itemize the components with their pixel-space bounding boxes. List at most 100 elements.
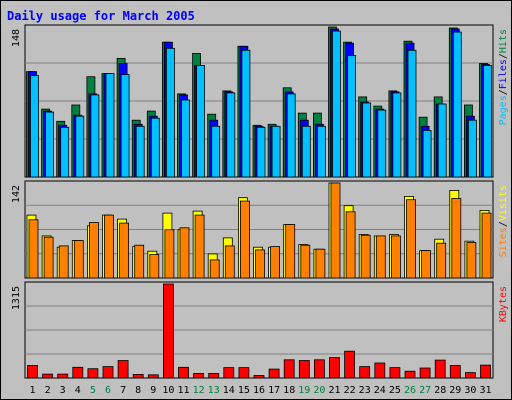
bar-sites-day-3 [58,245,69,279]
bar-kbytes-day-30 [464,372,476,379]
bar-pages-day-16 [256,126,266,178]
y-max-label: 142 [11,185,22,203]
bar-sites-day-31 [481,212,492,279]
bar-pages-day-24 [377,109,387,178]
x-tick-label-day-25: 25 [389,385,401,396]
bar-sites-day-25 [390,235,401,279]
legend-hits: Hits [498,29,509,53]
bar-sites-day-20 [315,248,326,279]
x-tick-label-day-19: 19 [298,385,310,396]
bar-kbytes-day-3 [57,373,69,379]
bar-pages-day-26 [407,49,417,178]
bar-pages-day-31 [483,65,492,178]
x-tick-label-day-23: 23 [359,385,371,396]
bar-pages-day-18 [286,93,296,178]
bar-pages-day-13 [211,125,221,178]
bar-sites-day-6 [104,214,114,279]
bar-sites-day-1 [28,219,39,279]
x-tick-label-day-16: 16 [253,385,265,396]
x-tick-label-day-6: 6 [105,385,111,396]
bar-kbytes-day-16 [253,375,265,379]
x-tick-label-day-11: 11 [177,385,189,396]
bar-kbytes-day-28 [434,359,446,379]
bar-sites-day-23 [360,234,371,279]
bar-pages-day-3 [60,126,70,178]
bar-pages-day-7 [120,74,130,178]
bar-kbytes-day-9 [147,374,159,379]
legend-files: Files [498,59,509,89]
bar-kbytes-day-7 [117,360,129,379]
bar-kbytes-day-2 [42,373,53,379]
bar-kbytes-day-18 [283,359,295,379]
bar-kbytes-day-20 [313,359,325,379]
bar-pages-day-21 [332,30,341,178]
bar-sites-day-22 [345,211,356,279]
bar-kbytes-day-12 [193,372,205,379]
bar-pages-day-28 [437,103,447,178]
y-max-label: 148 [11,29,22,47]
y-max-label: 1315 [11,286,22,310]
x-tick-label-day-28: 28 [434,385,446,396]
bar-pages-day-27 [422,129,432,178]
bar-sites-day-11 [179,227,190,279]
legend-separator: / [498,221,509,227]
legend-pages: Pages [498,95,509,125]
bar-sites-day-18 [285,224,296,279]
bar-kbytes-day-29 [449,365,461,379]
x-tick-label-day-10: 10 [162,385,174,396]
bar-kbytes-day-22 [344,350,356,379]
bar-sites-day-8 [134,244,145,279]
legend-kbytes: KBytes [498,286,509,322]
x-tick-label-day-4: 4 [75,385,81,396]
legend-separator: / [498,89,509,95]
bar-sites-day-13 [209,259,220,279]
x-axis-day-labels: 1 2 3 4 5 6 7 8 9 10 11 12 13 14 15 16 17 18 19 20 21 22 23 24 2… [29,385,491,396]
bar-kbytes-day-13 [208,372,220,379]
x-tick-label-day-22: 22 [344,385,356,396]
x-tick-label-day-5: 5 [90,385,96,396]
legend-sites: Sites [498,227,509,257]
bar-pages-day-17 [271,125,281,178]
bar-kbytes-day-5 [87,368,99,379]
bar-pages-day-30 [467,119,477,178]
bar-kbytes-day-26 [404,370,416,379]
x-tick-label-day-3: 3 [60,385,66,396]
bar-pages-day-22 [347,55,357,178]
x-tick-label-day-1: 1 [29,385,35,396]
panel-series-legend: Sites/Visits [498,185,509,257]
bar-kbytes-day-11 [178,366,189,379]
x-tick-label-day-27: 27 [419,385,431,396]
bar-kbytes-day-14 [223,367,235,379]
bar-kbytes-day-21 [329,357,340,379]
x-tick-label-day-7: 7 [120,385,126,396]
bar-sites-day-24 [375,235,386,279]
bar-sites-day-30 [466,242,477,279]
bar-kbytes-day-25 [389,367,401,379]
panel-visits-sites: 142 Sites/Visits [11,180,509,279]
bar-sites-day-21 [330,182,341,279]
bar-kbytes-day-23 [359,366,371,379]
x-tick-label-day-20: 20 [313,385,325,396]
bar-pages-day-8 [135,125,145,178]
bar-pages-day-2 [45,111,54,178]
bar-pages-day-10 [165,47,175,178]
x-tick-label-day-9: 9 [150,385,156,396]
bar-sites-day-16 [255,249,265,279]
legend-separator: / [498,53,509,59]
bar-sites-day-10 [164,229,175,279]
bar-pages-day-11 [181,99,190,178]
x-tick-label-day-15: 15 [238,385,250,396]
bar-kbytes-day-1 [27,365,38,379]
x-tick-label-day-17: 17 [268,385,280,396]
bar-sites-day-2 [43,236,54,279]
bar-pages-day-1 [30,75,39,178]
bar-kbytes-day-8 [132,373,144,379]
x-tick-label-day-24: 24 [374,385,386,396]
x-tick-label-day-14: 14 [223,385,235,396]
bar-pages-day-19 [301,125,311,178]
x-tick-label-day-12: 12 [193,385,205,396]
bar-kbytes-day-31 [480,364,491,379]
bar-kbytes-day-24 [374,362,386,379]
